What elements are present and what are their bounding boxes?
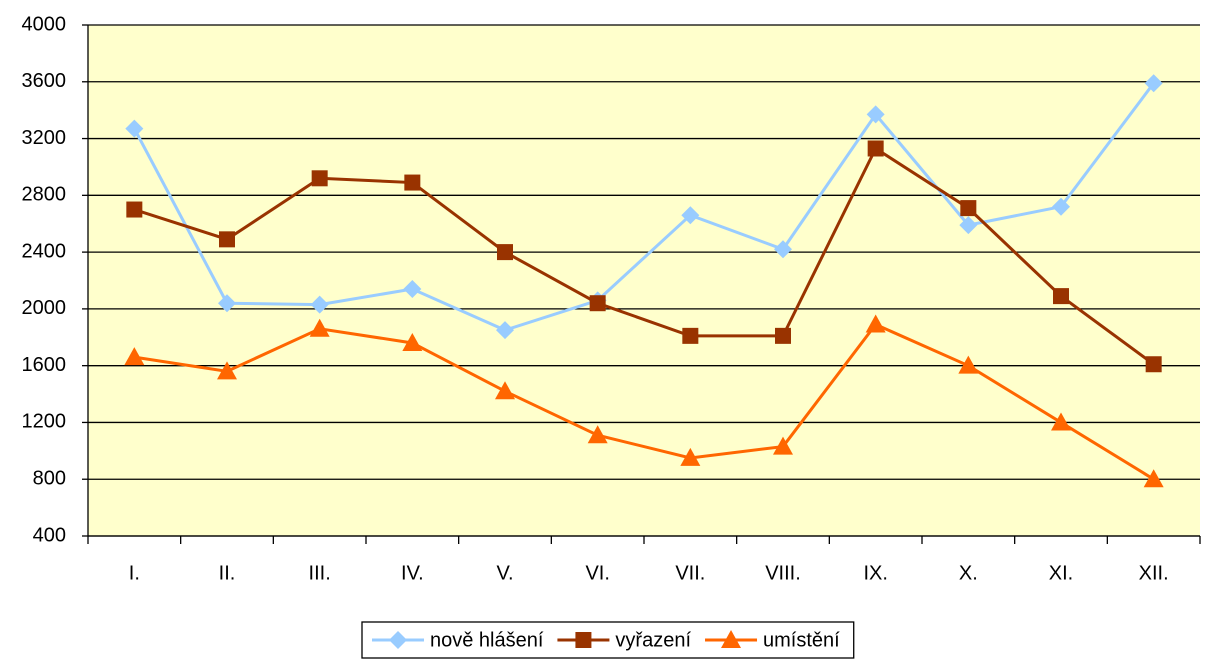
x-tick-label: XII. <box>1139 562 1169 584</box>
marker <box>126 201 143 218</box>
marker <box>867 140 884 157</box>
x-tick-label: IX. <box>863 562 887 584</box>
marker <box>309 318 330 337</box>
x-tick-label: VIII. <box>765 562 801 584</box>
x-tick-label: X. <box>959 562 978 584</box>
marker <box>773 436 793 455</box>
marker <box>496 321 514 340</box>
marker <box>495 381 515 400</box>
marker <box>311 170 328 187</box>
legend-label: nově hlášení <box>430 629 544 651</box>
y-tick-label: 1200 <box>22 411 67 433</box>
marker <box>1051 412 1071 431</box>
y-tick-label: 1600 <box>22 354 67 376</box>
y-tick-label: 3200 <box>22 127 67 149</box>
marker <box>310 295 329 314</box>
x-tick-label: XI. <box>1049 562 1073 584</box>
marker <box>219 231 235 248</box>
marker <box>497 244 513 261</box>
marker <box>1052 197 1070 216</box>
marker <box>125 119 144 138</box>
y-tick-label: 4000 <box>22 13 67 35</box>
marker <box>774 240 792 259</box>
marker <box>402 332 423 351</box>
marker <box>960 200 977 217</box>
series-line <box>133 146 1155 366</box>
marker <box>721 630 742 648</box>
marker <box>575 632 592 648</box>
x-tick-label: V. <box>496 562 513 584</box>
y-tick-label: 2000 <box>22 297 67 319</box>
x-tick-label: II. <box>219 562 236 584</box>
y-tick-label: 800 <box>33 468 66 490</box>
marker <box>1145 356 1162 373</box>
legend-label: vyřazení <box>615 629 691 651</box>
marker <box>404 174 421 191</box>
series-line <box>134 322 1155 481</box>
marker <box>403 280 422 299</box>
marker <box>389 631 407 649</box>
marker <box>865 314 886 333</box>
marker <box>1053 288 1069 305</box>
marker <box>1144 74 1163 93</box>
x-tick-label: VI. <box>585 562 609 584</box>
marker <box>866 105 885 124</box>
marker <box>218 294 236 313</box>
x-tick-label: III. <box>309 562 331 584</box>
marker <box>959 216 978 235</box>
y-tick-label: 400 <box>33 524 66 546</box>
marker <box>217 361 237 380</box>
legend-label: umístění <box>763 629 840 651</box>
marker <box>589 295 606 312</box>
y-tick-label: 3600 <box>22 70 67 92</box>
x-tick-label: IV. <box>401 562 424 584</box>
marker <box>1143 469 1164 488</box>
x-tick-label: VII. <box>675 562 705 584</box>
marker <box>682 327 699 344</box>
marker <box>681 206 700 225</box>
marker <box>124 347 145 366</box>
y-tick-label: 2400 <box>22 240 67 262</box>
marker <box>958 355 979 374</box>
marker <box>680 447 701 466</box>
plot-area <box>88 25 1200 536</box>
marker <box>587 425 608 444</box>
x-tick-label: I. <box>129 562 140 584</box>
marker <box>775 327 791 344</box>
y-tick-label: 2800 <box>22 184 67 206</box>
